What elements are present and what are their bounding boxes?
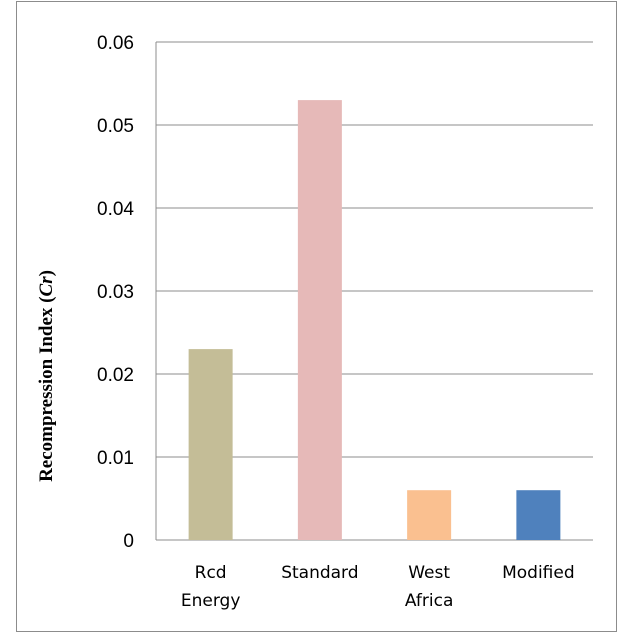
x-category-label: Rcd Energy — [181, 563, 241, 611]
y-tick-label: 0.01 — [97, 448, 134, 469]
x-category-label: Modified — [502, 563, 575, 583]
x-category-labels: Rcd Energy Standard West Africa Modified — [181, 563, 575, 611]
y-axis-title: Recompression Index (Cr) — [36, 270, 57, 482]
bar — [297, 100, 342, 540]
y-tick-label: 0.02 — [97, 365, 134, 386]
y-tick-label: 0.05 — [97, 116, 134, 137]
y-tick-labels: 0 0.01 0.02 0.03 0.04 0.05 0.06 — [97, 33, 134, 552]
y-tick-label: 0.06 — [97, 33, 134, 54]
x-category-label: Standard — [281, 563, 358, 583]
bars — [188, 100, 561, 540]
bar — [407, 490, 452, 540]
x-category-label: West Africa — [405, 563, 454, 611]
y-tick-label: 0 — [123, 531, 134, 552]
y-tick-label: 0.03 — [97, 282, 134, 303]
bar — [516, 490, 561, 540]
y-tick-label: 0.04 — [97, 199, 134, 220]
bar — [188, 349, 233, 540]
